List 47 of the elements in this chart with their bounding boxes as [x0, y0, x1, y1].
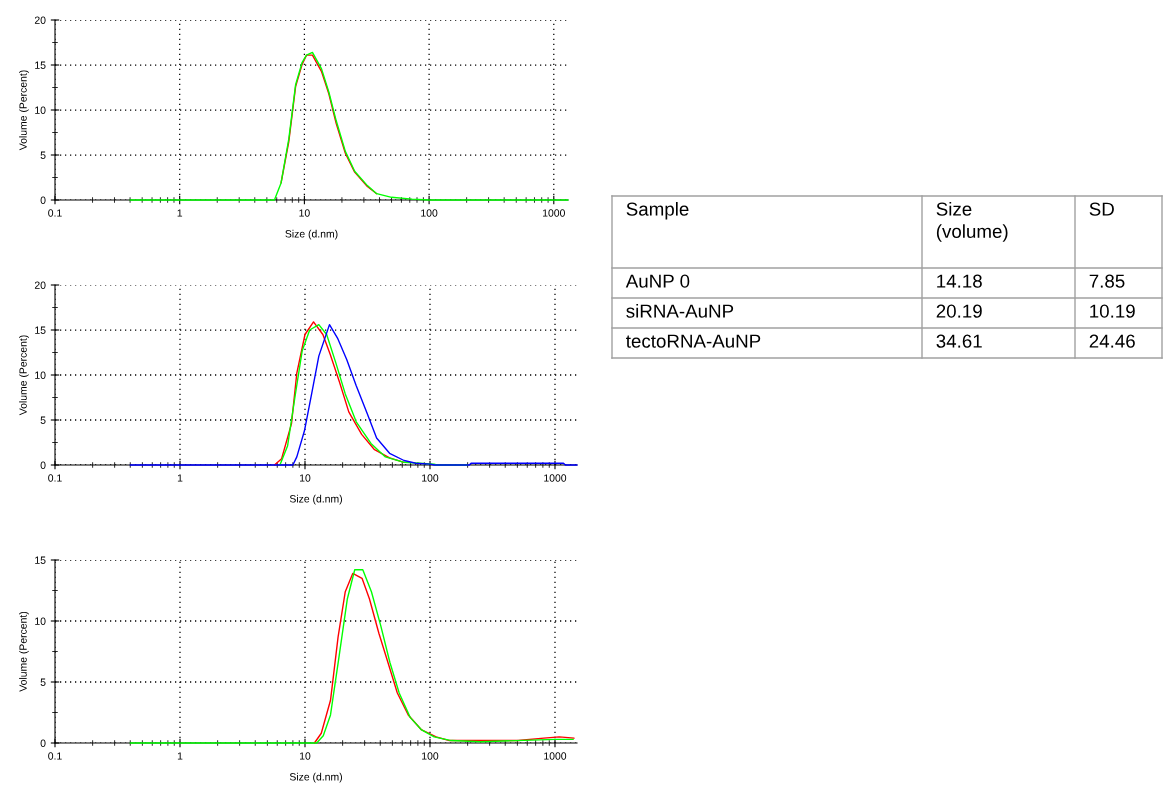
text: 20.19 — [936, 304, 982, 318]
text: 7.85 — [1089, 274, 1125, 288]
x-tick-label: 0.1 — [48, 752, 62, 760]
y-tick-label: 0 — [40, 196, 46, 204]
x-tick-label: 100 — [422, 474, 439, 482]
x-axis-title: Size (d.nm) — [289, 494, 342, 505]
y-tick-label: 20 — [34, 281, 46, 289]
y-tick-label: 0 — [40, 461, 46, 469]
y-tick-label: 0 — [40, 739, 46, 747]
x-tick-label: 1 — [177, 209, 183, 217]
text: Size (volume) — [936, 202, 1008, 242]
y-tick-label: 20 — [34, 16, 46, 24]
y-axis-title: Volume (Percent) — [19, 335, 29, 416]
y-axis-title: Volume (Percent) — [19, 611, 29, 692]
text: Sample — [626, 202, 689, 220]
x-tick-label: 10 — [300, 752, 311, 760]
x-tick-label: 1 — [177, 474, 183, 482]
x-axis-title: Size (d.nm) — [285, 229, 338, 240]
y-axis-title: Volume (Percent) — [19, 70, 29, 151]
text: tectoRNA-AuNP — [626, 334, 761, 348]
text: SD — [1089, 202, 1114, 216]
text: 14.18 — [937, 274, 982, 288]
text: AuNP 0 — [625, 274, 690, 288]
y-tick-label: 10 — [35, 617, 46, 625]
x-tick-label: 0.1 — [48, 209, 62, 217]
text: siRNA-AuNP — [626, 304, 734, 318]
y-tick-label: 10 — [35, 106, 46, 114]
y-tick-label: 15 — [35, 61, 46, 69]
x-tick-label: 1000 — [544, 752, 567, 760]
y-tick-label: 15 — [35, 326, 46, 334]
text: 34.61 — [936, 334, 982, 348]
text: 24.46 — [1089, 334, 1135, 348]
x-tick-label: 1 — [177, 752, 183, 760]
y-tick-label: 10 — [35, 371, 46, 379]
x-tick-label: 1000 — [543, 209, 565, 217]
x-tick-label: 10 — [300, 474, 311, 482]
x-tick-label: 0.1 — [48, 474, 62, 482]
x-tick-label: 1000 — [544, 474, 567, 482]
x-tick-label: 10 — [299, 209, 310, 217]
y-tick-label: 5 — [40, 678, 46, 686]
y-tick-label: 15 — [35, 556, 46, 564]
y-tick-label: 5 — [40, 416, 46, 424]
x-tick-label: 100 — [421, 209, 438, 217]
x-axis-title: Size (d.nm) — [289, 772, 342, 783]
text: 10.19 — [1090, 304, 1135, 318]
x-tick-label: 100 — [422, 752, 439, 760]
y-tick-label: 5 — [40, 151, 46, 159]
